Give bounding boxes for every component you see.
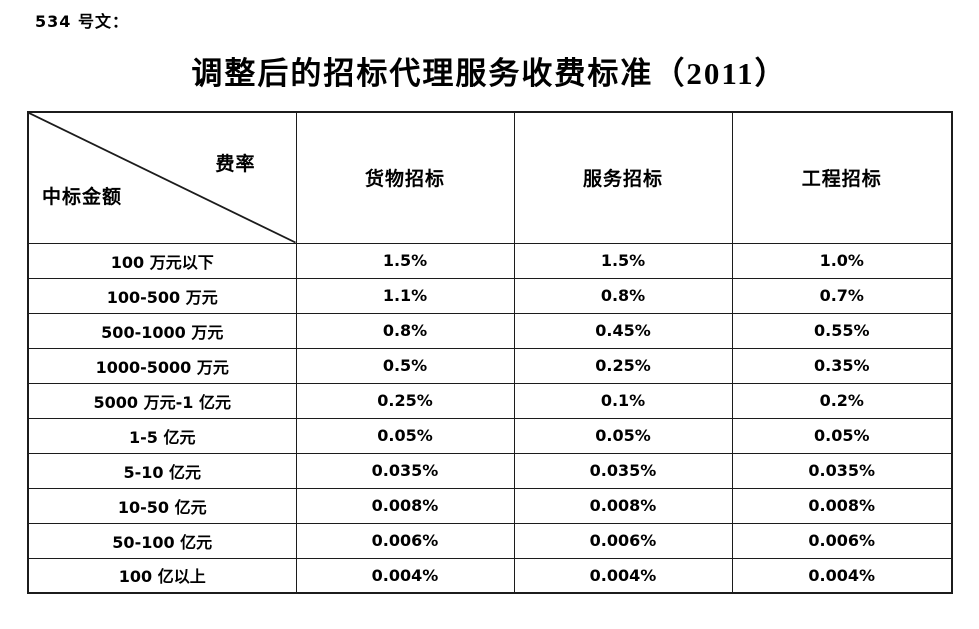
row-label-cell: 1000-5000 万元: [27, 347, 297, 384]
column-header-engineering: 工程招标: [731, 111, 953, 244]
rate-cell: 0.035%: [513, 452, 733, 489]
rate-cell: 0.006%: [295, 522, 515, 559]
table-row: 5000 万元-1 亿元 0.25% 0.1% 0.2%: [27, 382, 953, 419]
diagonal-line: [29, 113, 296, 243]
rate-cell: 1.5%: [513, 242, 733, 279]
rate-cell: 0.25%: [513, 347, 733, 384]
rate-cell: 0.8%: [513, 277, 733, 314]
row-label-cell: 100 万元以下: [27, 242, 297, 279]
table-row: 100 万元以下 1.5% 1.5% 1.0%: [27, 242, 953, 279]
rate-cell: 0.8%: [295, 312, 515, 349]
rate-cell: 0.004%: [513, 557, 733, 594]
corner-label-bid-amount: 中标金额: [42, 186, 123, 208]
table-row: 10-50 亿元 0.008% 0.008% 0.008%: [27, 487, 953, 524]
column-header-goods: 货物招标: [295, 111, 515, 244]
table-header-row: 费率 中标金额 货物招标 服务招标 工程招标: [27, 111, 953, 244]
row-label-cell: 50-100 亿元: [27, 522, 297, 559]
rate-cell: 0.45%: [513, 312, 733, 349]
rate-cell: 0.05%: [731, 417, 953, 454]
table-row: 5-10 亿元 0.035% 0.035% 0.035%: [27, 452, 953, 489]
row-label-cell: 10-50 亿元: [27, 487, 297, 524]
table-row: 100-500 万元 1.1% 0.8% 0.7%: [27, 277, 953, 314]
table-row: 1000-5000 万元 0.5% 0.25% 0.35%: [27, 347, 953, 384]
rate-cell: 0.05%: [513, 417, 733, 454]
fee-rate-table: 费率 中标金额 货物招标 服务招标 工程招标 100 万元以下 1.5% 1.5…: [27, 111, 953, 594]
column-header-services: 服务招标: [513, 111, 733, 244]
rate-cell: 0.008%: [295, 487, 515, 524]
rate-cell: 0.008%: [513, 487, 733, 524]
table-row: 50-100 亿元 0.006% 0.006% 0.006%: [27, 522, 953, 559]
row-label-cell: 1-5 亿元: [27, 417, 297, 454]
rate-cell: 1.5%: [295, 242, 515, 279]
rate-cell: 0.25%: [295, 382, 515, 419]
rate-cell: 1.0%: [731, 242, 953, 279]
rate-cell: 0.5%: [295, 347, 515, 384]
rate-cell: 0.7%: [731, 277, 953, 314]
table-corner-cell: 费率 中标金额: [27, 111, 297, 244]
rate-cell: 0.006%: [731, 522, 953, 559]
row-label-cell: 100-500 万元: [27, 277, 297, 314]
rate-cell: 0.05%: [295, 417, 515, 454]
rate-cell: 0.004%: [731, 557, 953, 594]
rate-cell: 0.55%: [731, 312, 953, 349]
rate-cell: 0.035%: [731, 452, 953, 489]
row-label-cell: 500-1000 万元: [27, 312, 297, 349]
table-row: 500-1000 万元 0.8% 0.45% 0.55%: [27, 312, 953, 349]
rate-cell: 0.004%: [295, 557, 515, 594]
row-label-cell: 5000 万元-1 亿元: [27, 382, 297, 419]
table-row: 1-5 亿元 0.05% 0.05% 0.05%: [27, 417, 953, 454]
rate-cell: 0.1%: [513, 382, 733, 419]
rate-cell: 0.35%: [731, 347, 953, 384]
rate-cell: 1.1%: [295, 277, 515, 314]
rate-cell: 0.008%: [731, 487, 953, 524]
doc-number-label: 534 号文：: [35, 12, 129, 31]
rate-cell: 0.035%: [295, 452, 515, 489]
page-title: 调整后的招标代理服务收费标准（2011）: [191, 56, 788, 91]
rate-cell: 0.006%: [513, 522, 733, 559]
table-row: 100 亿以上 0.004% 0.004% 0.004%: [27, 557, 953, 594]
row-label-cell: 5-10 亿元: [27, 452, 297, 489]
rate-cell: 0.2%: [731, 382, 953, 419]
corner-label-rate: 费率: [215, 154, 256, 175]
row-label-cell: 100 亿以上: [27, 557, 297, 594]
